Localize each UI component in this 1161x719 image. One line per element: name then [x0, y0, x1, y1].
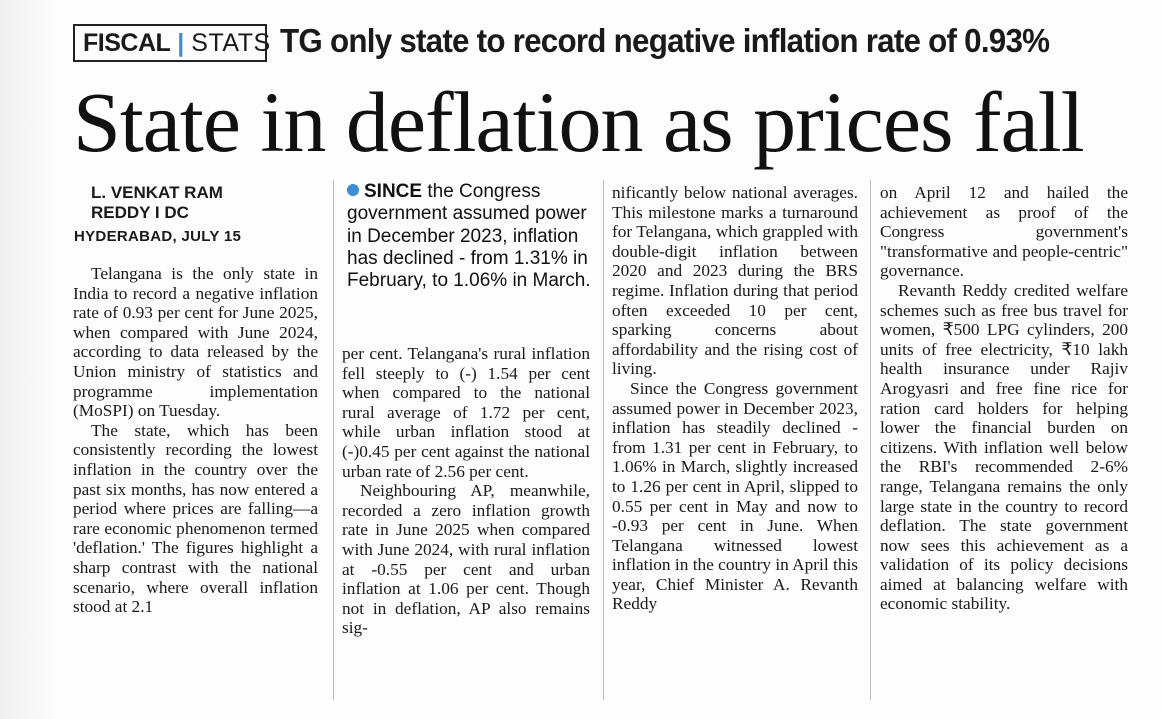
bullet-dot-icon — [347, 184, 359, 196]
kicker-headline: TG only state to record negative inflati… — [280, 22, 1050, 59]
section-tag: FISCAL | STATS — [73, 24, 271, 62]
byline: L. VENKAT RAM REDDY I DC — [91, 183, 321, 223]
article-column-2: per cent. Telangana's rural inflation fe… — [342, 344, 590, 638]
column-divider — [603, 180, 604, 700]
pull-quote-text: the Congress government assumed power in… — [347, 181, 591, 292]
page-edge-shadow — [0, 0, 60, 719]
column-divider — [333, 180, 334, 700]
article-column-3: nificantly below national averages. This… — [612, 183, 858, 614]
article-paragraph: Telangana is the only state in India to … — [73, 264, 318, 421]
article-paragraph: on April 12 and hailed the achievement a… — [880, 183, 1128, 281]
section-tag-fiscal: FISCAL — [83, 28, 171, 57]
article-paragraph: Since the Congress government assumed po… — [612, 378, 858, 614]
column-divider — [870, 180, 871, 700]
dateline: HYDERABAD, JULY 15 — [74, 228, 242, 245]
byline-author-line1: L. VENKAT RAM — [91, 183, 223, 202]
article-paragraph: Neighbouring AP, meanwhile, recorded a z… — [342, 481, 590, 638]
article-column-4: on April 12 and hailed the achievement a… — [880, 183, 1128, 614]
section-tag-separator: | — [177, 28, 185, 57]
article-paragraph: Revanth Reddy credited welfare schemes s… — [880, 280, 1128, 614]
article-column-1: Telangana is the only state in India to … — [73, 264, 318, 617]
byline-author-line2: REDDY I DC — [91, 203, 189, 222]
main-headline: State in deflation as prices fall — [73, 74, 1085, 170]
section-tag-stats: STATS — [191, 28, 271, 57]
article-paragraph: nificantly below national averages. This… — [612, 183, 858, 379]
pull-quote-lead: SINCE — [364, 181, 423, 202]
pull-quote: SINCE the Congress government assumed po… — [347, 181, 592, 292]
article-paragraph: The state, which has been consistently r… — [73, 420, 318, 617]
article-paragraph: per cent. Telangana's rural inflation fe… — [342, 344, 590, 481]
